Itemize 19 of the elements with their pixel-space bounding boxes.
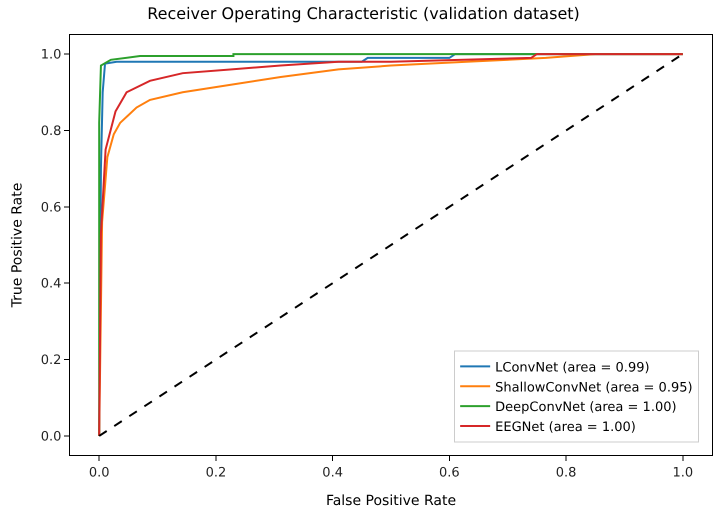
y-tick-label: 0.6	[40, 200, 62, 216]
legend-label: ShallowConvNet (area = 0.95)	[495, 380, 693, 396]
y-tick-label: 0.4	[40, 276, 62, 292]
y-tick-label: 0.0	[40, 429, 62, 444]
chart-title: Receiver Operating Characteristic (validation dataset)	[147, 4, 580, 23]
x-tick-label: 0.8	[556, 466, 576, 481]
legend-label: EEGNet (area = 1.00)	[495, 420, 636, 436]
x-tick-label: 1.0	[672, 466, 694, 481]
y-axis-title: True Positive Rate	[9, 182, 26, 308]
x-tick-label: 0.4	[322, 466, 343, 481]
x-tick-label: 0.6	[439, 466, 460, 481]
legend-label: DeepConvNet (area = 1.00)	[495, 400, 677, 416]
x-axis-title: False Positive Rate	[326, 492, 456, 509]
x-tick-label: 0.2	[206, 466, 226, 481]
legend-label: LConvNet (area = 0.99)	[495, 360, 650, 376]
y-tick-label: 0.8	[40, 124, 62, 139]
y-tick-label: 1.0	[40, 48, 62, 63]
y-tick-label: 0.2	[40, 353, 62, 368]
x-tick-label: 0.0	[88, 466, 110, 481]
